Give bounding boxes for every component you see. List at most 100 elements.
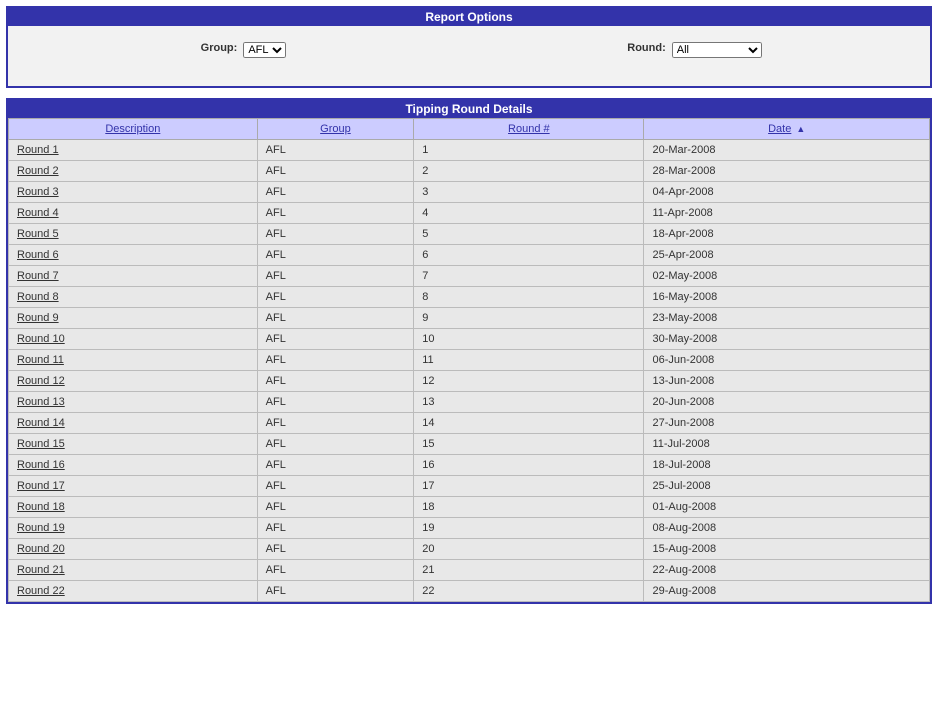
- table-row: Round 3AFL304-Apr-2008: [9, 182, 930, 203]
- round-link[interactable]: Round 9: [17, 312, 59, 324]
- cell-description: Round 16: [9, 455, 258, 476]
- cell-date: 01-Aug-2008: [644, 497, 930, 518]
- cell-description: Round 2: [9, 161, 258, 182]
- cell-date: 23-May-2008: [644, 308, 930, 329]
- cell-description: Round 7: [9, 266, 258, 287]
- col-header-round[interactable]: Round #: [414, 119, 644, 140]
- cell-group: AFL: [257, 161, 414, 182]
- cell-description: Round 17: [9, 476, 258, 497]
- round-link[interactable]: Round 7: [17, 270, 59, 282]
- cell-group: AFL: [257, 329, 414, 350]
- table-row: Round 2AFL228-Mar-2008: [9, 161, 930, 182]
- report-options-panel: Report Options Group: AFL Round: All: [6, 6, 932, 88]
- cell-group: AFL: [257, 434, 414, 455]
- col-header-group[interactable]: Group: [257, 119, 414, 140]
- cell-date: 18-Jul-2008: [644, 455, 930, 476]
- round-link[interactable]: Round 11: [17, 354, 64, 366]
- cell-group: AFL: [257, 308, 414, 329]
- cell-date: 20-Mar-2008: [644, 140, 930, 161]
- tipping-round-title: Tipping Round Details: [8, 100, 930, 118]
- cell-group: AFL: [257, 203, 414, 224]
- round-link[interactable]: Round 6: [17, 249, 59, 261]
- table-row: Round 10AFL1030-May-2008: [9, 329, 930, 350]
- round-link[interactable]: Round 3: [17, 186, 59, 198]
- cell-group: AFL: [257, 182, 414, 203]
- cell-date: 29-Aug-2008: [644, 581, 930, 602]
- cell-description: Round 21: [9, 560, 258, 581]
- cell-description: Round 20: [9, 539, 258, 560]
- round-link[interactable]: Round 15: [17, 438, 65, 450]
- round-link[interactable]: Round 1: [17, 144, 59, 156]
- round-link[interactable]: Round 18: [17, 501, 65, 513]
- cell-date: 30-May-2008: [644, 329, 930, 350]
- cell-group: AFL: [257, 581, 414, 602]
- table-row: Round 6 AFL625-Apr-2008: [9, 245, 930, 266]
- cell-description: Round 8: [9, 287, 258, 308]
- cell-group: AFL: [257, 497, 414, 518]
- cell-description: Round 22: [9, 581, 258, 602]
- cell-round: 20: [414, 539, 644, 560]
- cell-round: 6: [414, 245, 644, 266]
- cell-date: 06-Jun-2008: [644, 350, 930, 371]
- round-link[interactable]: Round 13: [17, 396, 65, 408]
- cell-round: 15: [414, 434, 644, 455]
- cell-date: 15-Aug-2008: [644, 539, 930, 560]
- report-options-title: Report Options: [8, 8, 930, 26]
- sort-date[interactable]: Date: [768, 123, 791, 135]
- cell-round: 14: [414, 413, 644, 434]
- col-header-description[interactable]: Description: [9, 119, 258, 140]
- round-link[interactable]: Round 14: [17, 417, 65, 429]
- sort-round[interactable]: Round #: [508, 123, 550, 135]
- cell-group: AFL: [257, 266, 414, 287]
- cell-round: 17: [414, 476, 644, 497]
- cell-description: Round 6: [9, 245, 258, 266]
- round-link[interactable]: Round 8: [17, 291, 59, 303]
- table-row: Round 17AFL1725-Jul-2008: [9, 476, 930, 497]
- cell-description: Round 10: [9, 329, 258, 350]
- table-row: Round 8AFL816-May-2008: [9, 287, 930, 308]
- round-link[interactable]: Round 16: [17, 459, 65, 471]
- round-link[interactable]: Round 10: [17, 333, 65, 345]
- round-link[interactable]: Round 5: [17, 228, 59, 240]
- cell-round: 1: [414, 140, 644, 161]
- round-link[interactable]: Round 17: [17, 480, 65, 492]
- round-link[interactable]: Round 12: [17, 375, 65, 387]
- col-header-date[interactable]: Date ▲: [644, 119, 930, 140]
- cell-date: 25-Jul-2008: [644, 476, 930, 497]
- round-filter: Round: All: [469, 42, 920, 58]
- round-link[interactable]: Round 4: [17, 207, 59, 219]
- cell-round: 9: [414, 308, 644, 329]
- group-select[interactable]: AFL: [243, 42, 286, 58]
- cell-group: AFL: [257, 245, 414, 266]
- sort-asc-icon: ▲: [796, 124, 805, 134]
- round-label: Round:: [627, 42, 665, 54]
- round-link[interactable]: Round 22: [17, 585, 65, 597]
- cell-date: 27-Jun-2008: [644, 413, 930, 434]
- round-link[interactable]: Round 2: [17, 165, 59, 177]
- cell-group: AFL: [257, 455, 414, 476]
- cell-round: 11: [414, 350, 644, 371]
- cell-description: Round 5: [9, 224, 258, 245]
- table-header-row: Description Group Round # Date ▲: [9, 119, 930, 140]
- tipping-round-panel: Tipping Round Details Description Group …: [6, 98, 932, 604]
- sort-group[interactable]: Group: [320, 123, 351, 135]
- cell-date: 25-Apr-2008: [644, 245, 930, 266]
- cell-group: AFL: [257, 224, 414, 245]
- round-link[interactable]: Round 21: [17, 564, 65, 576]
- cell-date: 22-Aug-2008: [644, 560, 930, 581]
- cell-date: 18-Apr-2008: [644, 224, 930, 245]
- cell-round: 5: [414, 224, 644, 245]
- cell-group: AFL: [257, 140, 414, 161]
- cell-round: 2: [414, 161, 644, 182]
- table-row: Round 16AFL1618-Jul-2008: [9, 455, 930, 476]
- cell-group: AFL: [257, 350, 414, 371]
- cell-date: 11-Jul-2008: [644, 434, 930, 455]
- table-row: Round 1 AFL120-Mar-2008: [9, 140, 930, 161]
- sort-description[interactable]: Description: [105, 123, 160, 135]
- table-row: Round 9 AFL923-May-2008: [9, 308, 930, 329]
- cell-date: 08-Aug-2008: [644, 518, 930, 539]
- round-link[interactable]: Round 20: [17, 543, 65, 555]
- cell-date: 20-Jun-2008: [644, 392, 930, 413]
- round-select[interactable]: All: [672, 42, 762, 58]
- round-link[interactable]: Round 19: [17, 522, 65, 534]
